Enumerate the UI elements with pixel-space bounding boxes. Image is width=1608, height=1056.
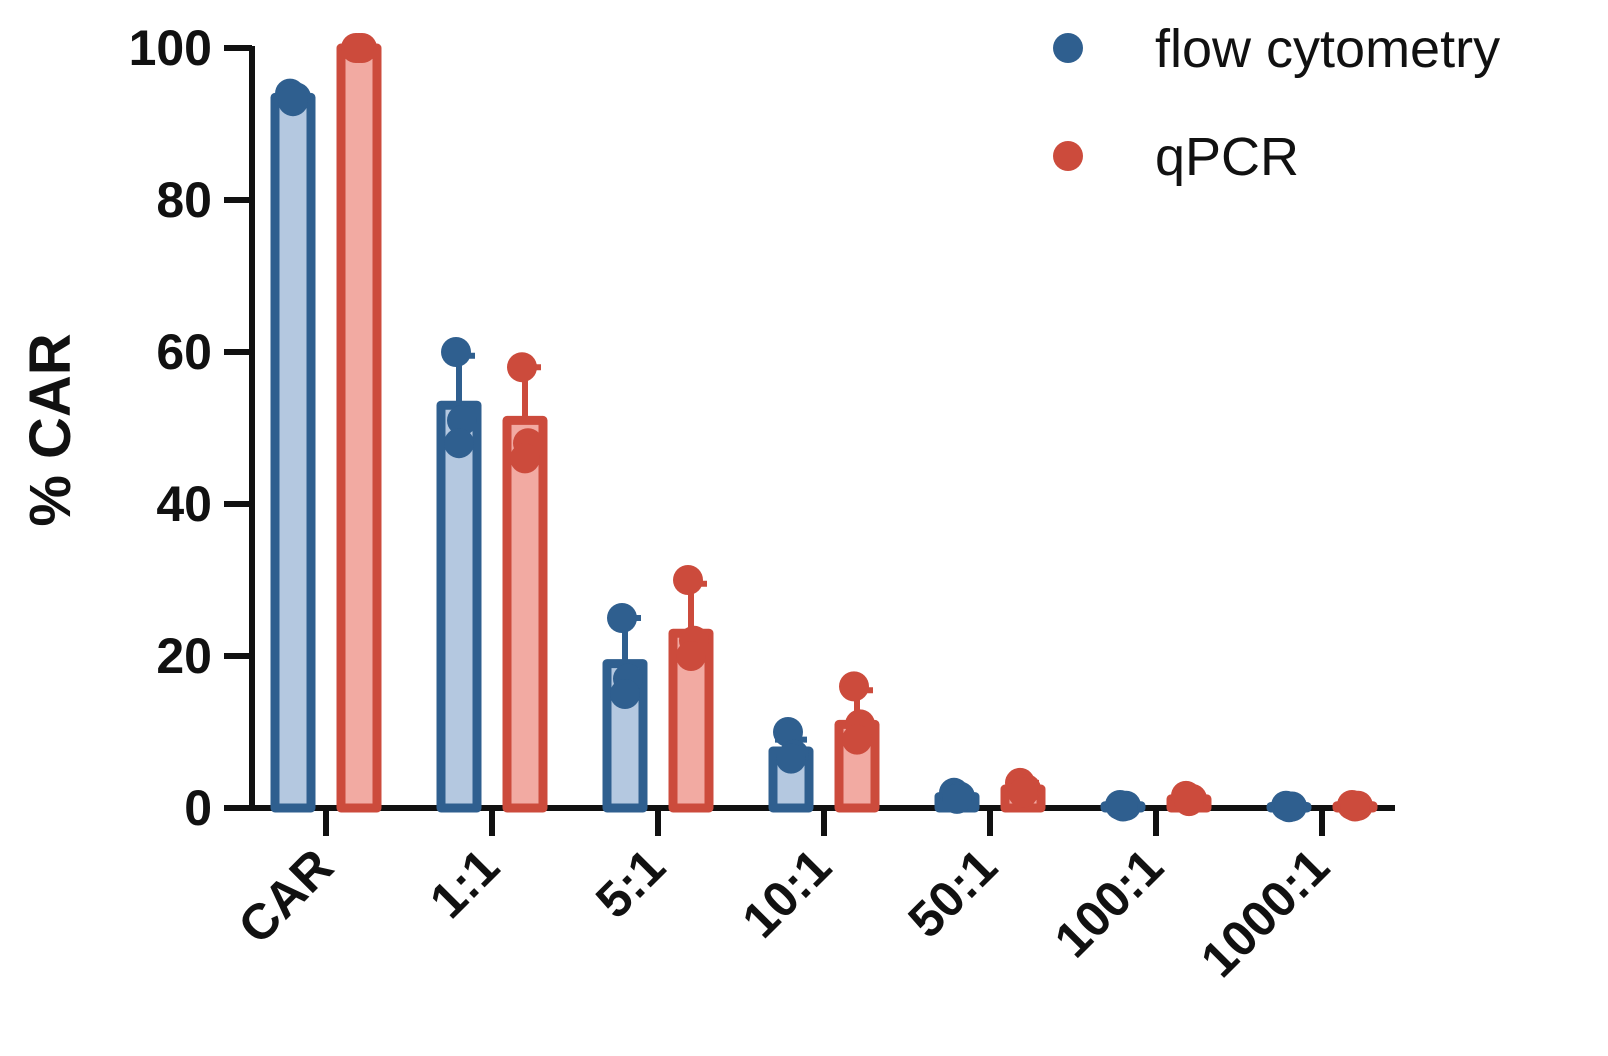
error-bars [277,90,1205,799]
y-tick-label: 60 [156,324,212,380]
x-axis: CAR 1:1 5:1 10:1 50:1 100:1 1000:1 [228,805,1395,988]
data-point [842,724,872,755]
y-tick-label: 0 [184,780,212,836]
data-point [507,352,537,383]
data-point [1274,792,1304,823]
data-point [510,443,540,474]
bars [270,43,1378,813]
data-point [278,86,308,117]
x-tick-label: CAR [228,838,344,954]
data-point [1008,777,1038,808]
legend-label: flow cytometry [1155,19,1500,79]
bar [502,415,548,813]
y-tick-label: 20 [156,628,212,684]
data-points [275,33,1373,823]
data-point [773,717,803,747]
data-point [839,671,869,702]
bar [270,92,316,813]
y-tick-label: 40 [156,476,212,532]
data-point [673,565,703,595]
legend: flow cytometry qPCR [1053,19,1500,187]
data-point [676,641,706,671]
data-point [942,783,972,814]
legend-marker [1053,141,1083,171]
y-tick-label: 80 [156,172,212,228]
legend-marker [1053,33,1083,63]
x-tick-label: 100:1 [1044,838,1174,968]
bar [436,400,482,813]
x-tick-label: 10:1 [731,838,841,948]
y-tick-label: 100 [129,20,212,76]
data-point [1174,786,1204,817]
x-tick-label: 1:1 [419,838,510,929]
y-axis-label: % CAR [18,333,83,526]
data-point [607,603,637,633]
x-tick-label: 50:1 [897,838,1007,948]
data-point [610,679,640,709]
x-tick-label: 1000:1 [1190,838,1340,988]
x-tick-label: 5:1 [585,838,676,929]
data-point [447,405,477,436]
data-point [441,337,471,367]
bar [336,43,382,813]
legend-label: qPCR [1155,127,1299,187]
data-point [776,743,806,774]
data-point [1108,791,1138,822]
data-point [344,33,374,63]
data-point [444,428,474,459]
y-axis: 0 20 40 60 80 100 [129,20,255,836]
data-point [1340,791,1370,822]
